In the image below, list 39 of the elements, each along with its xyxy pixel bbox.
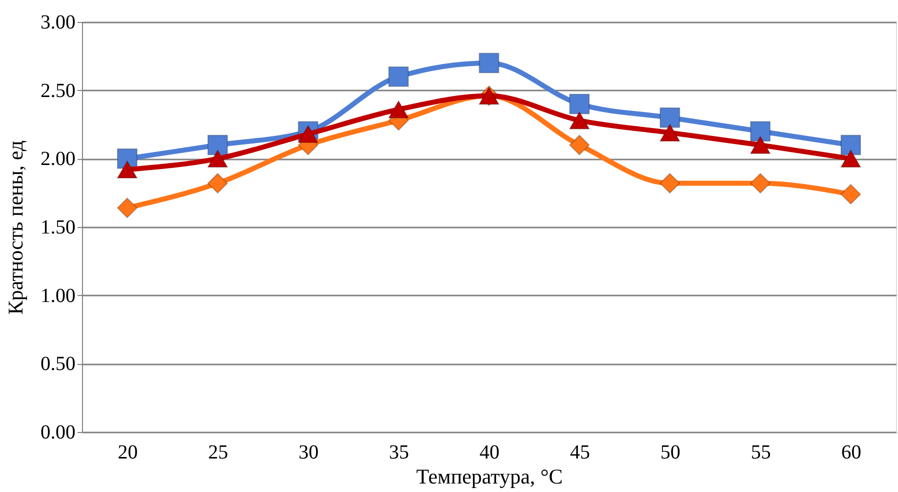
point [750,173,771,194]
x-axis-title: Температура, °C [416,464,563,488]
point [750,121,771,142]
point [388,66,409,87]
point [116,198,138,218]
point [207,134,228,156]
y-tick-label: 1.50 [40,216,76,238]
x-tick-label: 45 [570,442,590,464]
x-tick-label: 40 [480,442,500,464]
y-tick-label: 1.00 [40,284,76,307]
x-tick-label: 50 [660,442,680,464]
point [569,111,590,130]
point [207,150,228,168]
point [660,124,680,142]
x-tick-label: 20 [118,442,138,464]
y-tick-label: 0.00 [40,422,76,444]
point [660,173,680,194]
x-tick-label: 55 [750,442,771,464]
y-axis-title: Кратность пены, ед [4,140,28,315]
point [660,107,680,128]
point [840,150,862,168]
point [388,100,409,118]
point [478,52,500,74]
point [750,136,771,154]
point [569,94,590,114]
y-tick-label: 3.00 [40,12,76,34]
point [207,173,228,194]
x-tick-label: 60 [841,442,862,464]
y-tick-label: 0.50 [40,353,76,376]
point [569,134,590,156]
point [840,184,862,204]
x-tick-label: 35 [389,442,410,464]
point [298,125,318,144]
x-tick-label: 30 [298,442,319,464]
y-tick-label: 2.00 [40,148,76,170]
y-tick-label: 2.50 [40,80,76,102]
point [116,160,138,179]
point [840,134,862,156]
x-tick-label: 25 [208,442,228,464]
